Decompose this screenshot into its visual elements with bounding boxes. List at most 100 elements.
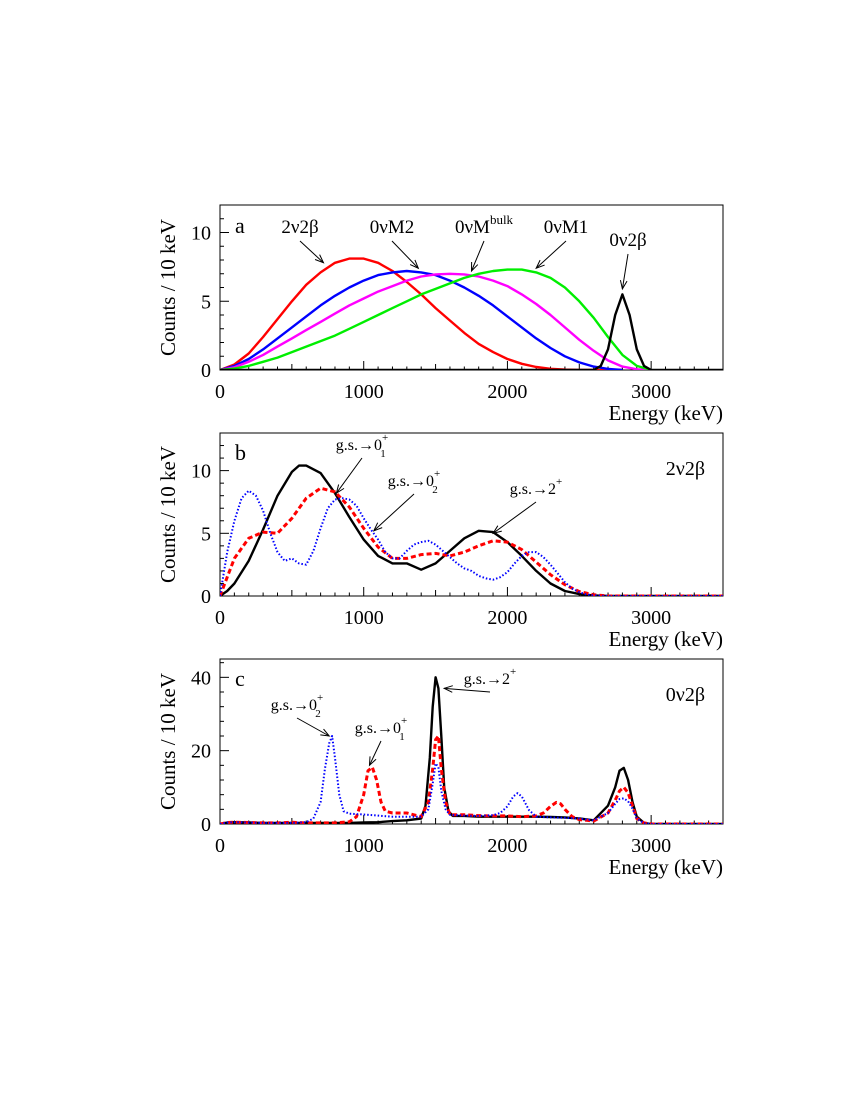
annotation-arrow xyxy=(369,740,382,766)
annotation-arrow xyxy=(471,240,485,272)
annotation-label: 2ν2β xyxy=(281,217,318,238)
panel-tag: 0ν2β xyxy=(666,684,705,706)
panel-c: 0 1000 2000 3000 0 20 40 Energy (keV) Counts / 1… xyxy=(156,658,724,879)
annotation-arrowhead xyxy=(314,254,325,264)
annotation-arrow xyxy=(535,240,567,269)
annotation-label: 0νMbulk xyxy=(455,212,514,238)
series-line-2 xyxy=(220,734,723,824)
annotation-sub: 2 xyxy=(432,484,438,496)
annotation-text: 0νM1 xyxy=(544,217,589,238)
y-tick-label: 5 xyxy=(201,523,211,545)
x-tick-label: 1000 xyxy=(344,835,384,857)
annotation-label: g.s.→0+ 2 xyxy=(271,692,323,720)
annotation-sup: + xyxy=(401,715,407,727)
annotation-sup: + xyxy=(556,476,562,488)
y-tick-label: 0 xyxy=(201,586,211,608)
annotation-arrow xyxy=(492,501,537,534)
annotation-arrow xyxy=(621,253,629,289)
series-line-3 xyxy=(220,272,652,370)
x-tick-label: 0 xyxy=(215,607,225,629)
y-axis-label: Counts / 10 keV xyxy=(156,219,180,356)
annotation-text: g.s.→0 xyxy=(355,720,401,737)
y-tick-label: 0 xyxy=(201,814,211,836)
annotation-arrowhead xyxy=(470,261,479,273)
series-line-2 xyxy=(220,486,723,596)
y-tick-label: 5 xyxy=(201,291,211,313)
annotation-arrowhead xyxy=(409,259,420,270)
panel-label: a xyxy=(235,213,245,238)
annotation-text: 0νM xyxy=(455,217,490,238)
x-axis-label: Energy (keV) xyxy=(609,627,724,651)
panel-label: b xyxy=(235,440,246,465)
annotation-text: 2ν2β xyxy=(281,217,318,238)
annotation-label: g.s.→2+ xyxy=(510,476,562,498)
annotation-label: g.s.→0+ 1 xyxy=(355,715,407,743)
annotation-arrowhead xyxy=(372,522,383,532)
x-axis-label: Energy (keV) xyxy=(609,855,724,879)
annotation-label: 0νM2 xyxy=(370,217,415,238)
series-line-3 xyxy=(220,735,723,824)
annotation-arrowhead xyxy=(619,279,628,291)
panel-label: c xyxy=(235,666,245,691)
annotation-sub: 2 xyxy=(315,708,321,720)
y-tick-label: 0 xyxy=(201,360,211,382)
annotation-label: g.s.→0+ 1 xyxy=(336,432,388,460)
plot-frame xyxy=(219,432,724,597)
annotation-text: 0νM2 xyxy=(370,217,415,238)
series-line-3 xyxy=(220,489,723,596)
annotation-sup: + xyxy=(317,692,323,704)
y-axis-label: Counts / 10 keV xyxy=(156,673,180,810)
annotation-arrow xyxy=(299,240,324,264)
annotation-arrowhead xyxy=(491,525,502,535)
annotation-sup: + xyxy=(510,666,516,678)
annotation-arrowhead xyxy=(535,259,545,270)
annotation-text: g.s.→2 xyxy=(510,481,556,498)
annotation-label: 0ν2β xyxy=(609,230,646,251)
series-line-2 xyxy=(220,269,623,370)
annotation-label: 0νM1 xyxy=(544,217,589,238)
annotation-sup: + xyxy=(382,432,388,444)
annotation-text: 0ν2β xyxy=(609,230,646,251)
x-tick-label: 3000 xyxy=(631,607,671,629)
panel-tag: 2ν2β xyxy=(666,458,705,480)
annotation-sub: 1 xyxy=(399,731,405,743)
annotation-sup: + xyxy=(434,468,440,480)
x-tick-label: 0 xyxy=(215,381,225,403)
y-tick-label: 20 xyxy=(191,741,211,763)
annotation-arrowhead xyxy=(442,685,453,693)
y-tick-label: 40 xyxy=(191,667,211,689)
x-tick-label: 3000 xyxy=(631,835,671,857)
x-axis-label: Energy (keV) xyxy=(609,401,724,425)
x-tick-label: 2000 xyxy=(487,607,527,629)
x-tick-label: 2000 xyxy=(487,835,527,857)
y-tick-label: 10 xyxy=(191,461,211,483)
x-tick-label: 3000 xyxy=(631,381,671,403)
series-line-1 xyxy=(220,464,723,596)
series-line-4 xyxy=(220,268,652,370)
annotation-arrowhead xyxy=(320,728,331,737)
annotation-arrowhead xyxy=(368,756,377,767)
annotation-sup: bulk xyxy=(490,212,514,227)
annotation-label: g.s.→2+ xyxy=(464,666,516,688)
panel-b: 0 1000 2000 3000 0 5 10 Energy (keV) Counts / 10… xyxy=(156,432,724,651)
annotation-arrow xyxy=(373,493,415,532)
annotation-arrow xyxy=(444,687,491,693)
annotation-arrow xyxy=(391,240,419,269)
annotation-text: g.s.→0 xyxy=(388,473,434,490)
annotation-arrowhead xyxy=(335,484,345,495)
x-tick-label: 0 xyxy=(215,835,225,857)
annotation-text: g.s.→0 xyxy=(336,437,382,454)
annotation-arrow xyxy=(336,457,363,494)
annotation-text: g.s.→2 xyxy=(464,671,510,688)
x-tick-label: 1000 xyxy=(344,381,384,403)
y-axis-label: Counts / 10 keV xyxy=(156,446,180,583)
y-tick-label: 10 xyxy=(191,223,211,245)
annotation-arrow xyxy=(296,717,330,737)
x-tick-label: 2000 xyxy=(487,381,527,403)
series-line-5 xyxy=(220,293,723,370)
annotation-sub: 1 xyxy=(380,448,386,460)
annotation-text: g.s.→0 xyxy=(271,697,317,714)
annotation-label: g.s.→0+ 2 xyxy=(388,468,440,496)
panel-a: 0 1000 2000 3000 0 5 10 Energy (keV) Counts / 10… xyxy=(156,204,724,425)
